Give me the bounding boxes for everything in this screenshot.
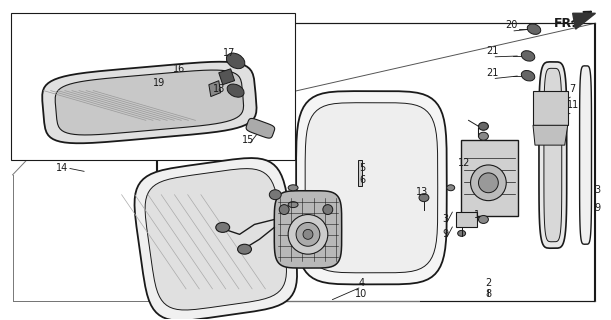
Polygon shape — [134, 158, 297, 320]
Text: 8: 8 — [485, 289, 491, 299]
Text: 1: 1 — [474, 210, 481, 220]
Polygon shape — [456, 212, 477, 228]
Ellipse shape — [296, 222, 320, 246]
Ellipse shape — [279, 204, 289, 214]
Text: 5: 5 — [359, 163, 365, 173]
Text: 17: 17 — [222, 48, 235, 58]
Text: 11: 11 — [566, 100, 579, 110]
Ellipse shape — [521, 51, 535, 61]
Ellipse shape — [288, 185, 298, 191]
Ellipse shape — [470, 165, 507, 201]
Ellipse shape — [323, 204, 333, 214]
Text: 2: 2 — [485, 278, 491, 288]
Polygon shape — [533, 91, 568, 125]
Polygon shape — [305, 103, 437, 273]
Text: 20: 20 — [505, 20, 518, 30]
Ellipse shape — [227, 84, 244, 97]
Ellipse shape — [288, 202, 298, 208]
Ellipse shape — [216, 222, 230, 232]
Polygon shape — [274, 191, 342, 268]
Ellipse shape — [527, 24, 541, 34]
Polygon shape — [544, 68, 562, 242]
Polygon shape — [42, 62, 257, 143]
Text: 16: 16 — [173, 64, 185, 74]
Text: 21: 21 — [486, 68, 499, 78]
Ellipse shape — [238, 244, 252, 254]
Ellipse shape — [478, 132, 488, 140]
Polygon shape — [357, 160, 362, 186]
Text: 13: 13 — [416, 187, 428, 197]
Ellipse shape — [269, 190, 281, 200]
Polygon shape — [209, 81, 221, 97]
Polygon shape — [461, 140, 518, 215]
Text: 3: 3 — [443, 214, 449, 224]
Ellipse shape — [458, 230, 466, 236]
Polygon shape — [580, 66, 591, 244]
Polygon shape — [10, 13, 295, 160]
Text: 9: 9 — [443, 229, 449, 239]
Ellipse shape — [226, 53, 245, 69]
Text: 14: 14 — [56, 163, 68, 173]
Polygon shape — [219, 69, 235, 85]
Polygon shape — [296, 91, 447, 284]
Ellipse shape — [478, 173, 499, 193]
Polygon shape — [573, 13, 596, 29]
Text: 9: 9 — [595, 203, 601, 212]
Text: 6: 6 — [359, 175, 365, 185]
Text: 18: 18 — [213, 84, 225, 94]
Ellipse shape — [419, 194, 429, 202]
Ellipse shape — [521, 70, 535, 81]
Ellipse shape — [288, 214, 328, 254]
Polygon shape — [539, 62, 567, 248]
Ellipse shape — [478, 215, 488, 223]
Text: 7: 7 — [569, 84, 576, 94]
Ellipse shape — [447, 185, 455, 191]
Text: 4: 4 — [359, 278, 365, 288]
Ellipse shape — [478, 122, 488, 130]
Polygon shape — [145, 169, 287, 310]
Polygon shape — [533, 125, 568, 145]
Text: 19: 19 — [153, 78, 166, 88]
Text: 10: 10 — [356, 289, 368, 299]
Text: 12: 12 — [458, 158, 471, 168]
Ellipse shape — [303, 229, 313, 239]
Text: 21: 21 — [486, 46, 499, 56]
Text: FR.: FR. — [554, 17, 577, 30]
Polygon shape — [246, 118, 275, 138]
Polygon shape — [55, 70, 244, 135]
Text: 15: 15 — [243, 135, 255, 145]
Text: 3: 3 — [595, 185, 601, 195]
